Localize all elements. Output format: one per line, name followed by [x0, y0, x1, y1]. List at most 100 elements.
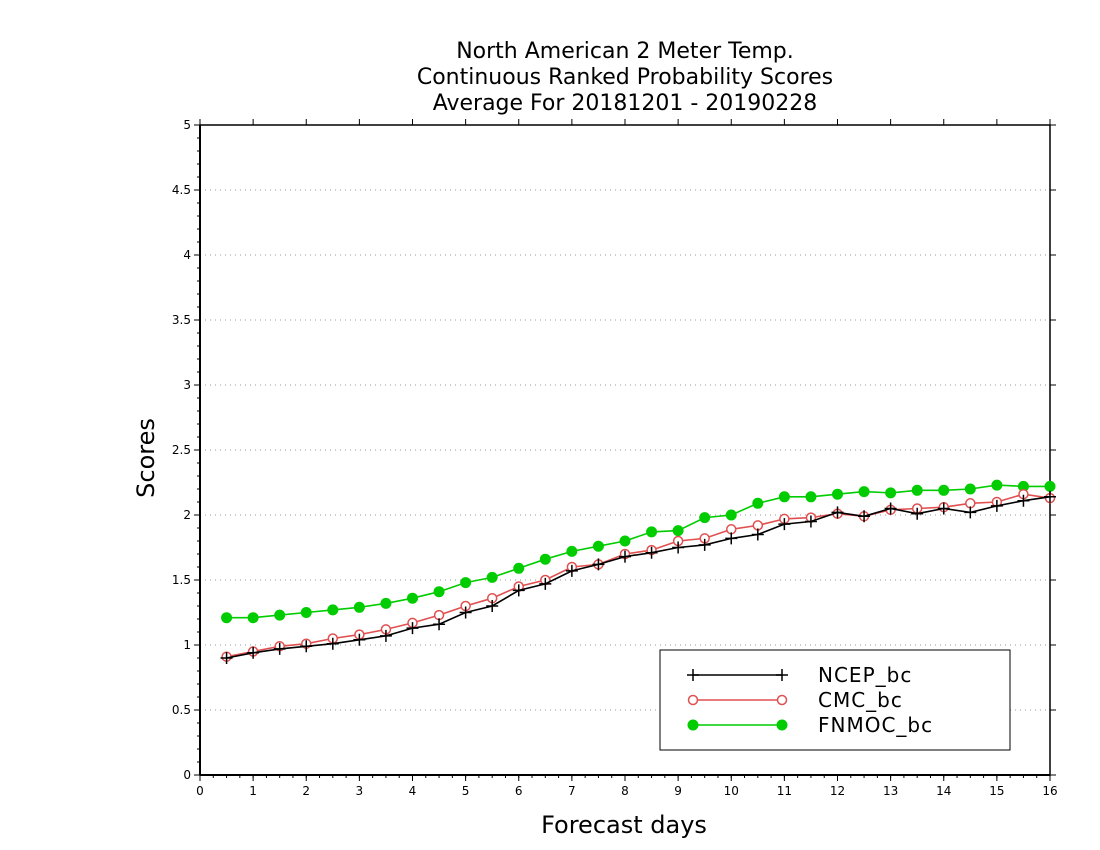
data-point [672, 525, 684, 537]
data-point [752, 497, 764, 509]
y-tick-label: 1 [183, 638, 191, 652]
data-point [247, 612, 259, 624]
data-point [990, 499, 1003, 512]
x-tick-label: 12 [830, 784, 845, 798]
legend-label: NCEP_bc [818, 663, 912, 687]
data-point [433, 618, 446, 631]
data-point [885, 487, 897, 499]
data-point [565, 564, 578, 577]
data-point [778, 491, 790, 503]
data-point [592, 540, 604, 552]
data-point [619, 550, 631, 563]
data-point [805, 491, 817, 503]
data-point [274, 609, 286, 621]
data-point [725, 532, 738, 545]
series-line [226, 493, 1051, 658]
data-point [751, 528, 764, 541]
data-point [380, 597, 392, 609]
legend-item: FNMOC_bc [687, 713, 932, 737]
data-point [911, 484, 923, 496]
chart-title: North American 2 Meter Temp. Continuous … [417, 39, 833, 116]
data-point [884, 502, 897, 515]
x-tick-label: 3 [356, 784, 364, 798]
title-line-1: North American 2 Meter Temp. [456, 39, 794, 64]
data-point [1044, 490, 1056, 503]
data-point [407, 592, 418, 604]
series-NCEP_bc [220, 490, 1056, 664]
series-FNMOC_bc [221, 479, 1056, 624]
x-tick-label: 16 [1042, 784, 1057, 798]
data-point [804, 515, 817, 528]
data-point [300, 607, 312, 618]
data-point [486, 571, 498, 583]
data-point [937, 502, 950, 515]
data-point [460, 577, 472, 589]
data-point [831, 506, 844, 519]
y-tick-label: 1.5 [172, 573, 191, 587]
data-point [672, 541, 685, 554]
data-point [619, 535, 631, 547]
data-point [566, 545, 578, 557]
data-point [539, 553, 551, 565]
y-axis-ticks: 0 0.5 1 1.5 2 2.5 3 3.5 4 4.5 5 [172, 118, 1056, 782]
data-point [858, 510, 871, 523]
series-line [226, 496, 1051, 659]
data-point [592, 558, 605, 571]
x-tick-label: 0 [196, 784, 204, 798]
data-point [687, 669, 699, 681]
x-tick-label: 14 [936, 784, 951, 798]
x-tick-label: 4 [409, 784, 417, 798]
x-tick-label: 7 [568, 784, 576, 798]
data-point [326, 637, 339, 650]
data-point [1017, 494, 1030, 507]
data-point [858, 486, 870, 498]
y-tick-label: 2 [183, 508, 191, 522]
legend-label: CMC_bc [818, 688, 903, 712]
data-point [486, 600, 499, 612]
series-lines [220, 479, 1056, 664]
legend-item: NCEP_bc [687, 663, 912, 687]
x-tick-label: 6 [515, 784, 523, 798]
y-tick-label: 0.5 [172, 703, 191, 717]
data-point [938, 484, 950, 496]
data-point [911, 507, 924, 520]
data-point [776, 694, 788, 706]
data-point [725, 509, 737, 521]
x-tick-label: 5 [462, 784, 470, 798]
data-point [221, 612, 233, 624]
data-point [406, 622, 419, 635]
y-axis-title: Scores [132, 418, 160, 498]
data-point [353, 601, 365, 613]
x-tick-label: 9 [674, 784, 682, 798]
data-point [379, 629, 392, 642]
data-point [539, 577, 552, 590]
data-point [459, 606, 472, 619]
title-line-2: Continuous Ranked Probability Scores [417, 65, 833, 90]
data-point [646, 526, 658, 538]
y-tick-label: 5 [183, 118, 191, 132]
data-point [353, 633, 366, 646]
legend-item: CMC_bc [687, 688, 903, 712]
x-axis-title: Forecast days [541, 811, 707, 839]
gridlines [200, 189, 1050, 711]
data-point [513, 562, 525, 574]
data-point [699, 512, 711, 524]
data-point [964, 483, 976, 495]
y-tick-label: 0 [183, 768, 191, 782]
data-point [273, 642, 286, 655]
data-point [778, 518, 791, 531]
x-tick-label: 2 [302, 784, 310, 798]
data-point [776, 669, 788, 681]
y-tick-label: 3.5 [172, 313, 191, 327]
y-tick-label: 2.5 [172, 443, 191, 457]
x-tick-label: 1 [249, 784, 257, 798]
x-tick-label: 11 [777, 784, 792, 798]
y-tick-label: 3 [183, 378, 191, 392]
y-tick-label: 4 [183, 248, 191, 262]
series-CMC_bc [221, 488, 1056, 662]
x-tick-label: 15 [989, 784, 1004, 798]
y-tick-label: 4.5 [172, 183, 191, 197]
data-point [832, 488, 843, 500]
